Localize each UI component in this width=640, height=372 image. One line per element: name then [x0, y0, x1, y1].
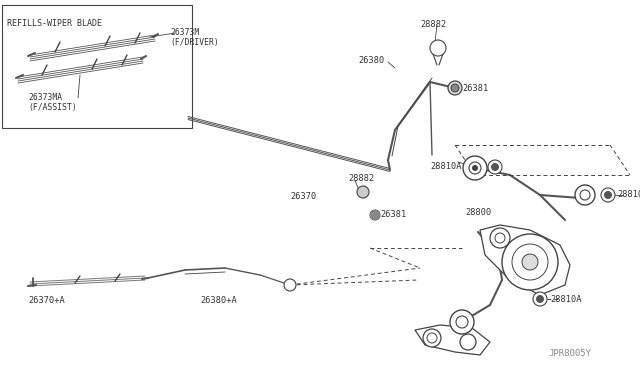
Circle shape [512, 244, 548, 280]
Text: 26370+A: 26370+A [28, 296, 65, 305]
Circle shape [490, 228, 510, 248]
Circle shape [601, 188, 615, 202]
Circle shape [430, 40, 446, 56]
Circle shape [604, 191, 612, 199]
Text: 28800: 28800 [465, 208, 492, 217]
Circle shape [460, 334, 476, 350]
Circle shape [284, 279, 296, 291]
Circle shape [370, 210, 380, 220]
Circle shape [580, 190, 590, 200]
Circle shape [469, 162, 481, 174]
Text: 26370: 26370 [290, 192, 316, 201]
Text: 28810A: 28810A [550, 295, 582, 304]
Text: JPR8005Y: JPR8005Y [548, 349, 591, 358]
Circle shape [502, 234, 558, 290]
Text: 26373MA
(F/ASSIST): 26373MA (F/ASSIST) [28, 93, 77, 112]
Polygon shape [480, 225, 570, 295]
Circle shape [495, 233, 505, 243]
Circle shape [463, 156, 487, 180]
Circle shape [472, 165, 478, 171]
Text: 26380: 26380 [358, 56, 384, 65]
Circle shape [575, 185, 595, 205]
Text: REFILLS-WIPER BLADE: REFILLS-WIPER BLADE [7, 19, 102, 28]
Circle shape [533, 292, 547, 306]
Circle shape [450, 310, 474, 334]
Circle shape [488, 160, 502, 174]
Circle shape [423, 329, 441, 347]
Circle shape [451, 84, 459, 92]
Circle shape [522, 254, 538, 270]
Text: 28882: 28882 [420, 20, 446, 29]
Text: 26380+A: 26380+A [200, 296, 237, 305]
Bar [2, 5, 192, 128]
Circle shape [456, 316, 468, 328]
Text: 28810A: 28810A [430, 162, 461, 171]
Text: 28810A: 28810A [617, 190, 640, 199]
Circle shape [448, 81, 462, 95]
Circle shape [491, 163, 499, 171]
Circle shape [370, 210, 380, 220]
Circle shape [427, 333, 437, 343]
Text: 26381: 26381 [462, 84, 488, 93]
Circle shape [536, 295, 544, 303]
Circle shape [357, 186, 369, 198]
Text: 28882: 28882 [348, 174, 374, 183]
Text: 26381: 26381 [380, 210, 406, 219]
Polygon shape [415, 325, 490, 355]
Text: 26373M
(F/DRIVER): 26373M (F/DRIVER) [170, 28, 219, 47]
